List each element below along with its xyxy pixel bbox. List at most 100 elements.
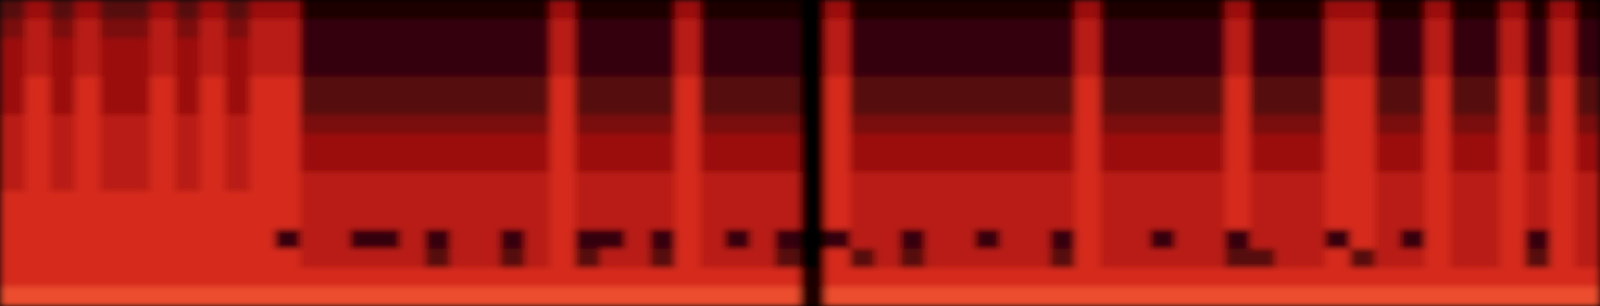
cell [1450, 57, 1476, 77]
cell [299, 95, 326, 115]
cell [200, 248, 226, 269]
cell [1300, 95, 1326, 115]
cell [424, 210, 450, 230]
cell [1549, 57, 1575, 77]
cell [200, 191, 226, 211]
cell [650, 0, 676, 20]
cell [700, 210, 726, 230]
cell [550, 191, 576, 211]
cell [1000, 57, 1026, 77]
cell [550, 133, 576, 154]
cell [175, 191, 201, 211]
cell [949, 248, 976, 269]
cell [724, 267, 750, 288]
cell [850, 19, 876, 39]
cell [1099, 38, 1126, 58]
cell [1549, 286, 1575, 306]
cell [1175, 114, 1201, 135]
cell [249, 191, 275, 211]
cell [1125, 210, 1151, 230]
cell [1399, 172, 1425, 192]
cell [1150, 248, 1176, 269]
cell [225, 210, 251, 230]
cell [924, 133, 950, 154]
cell [550, 153, 576, 173]
cell [0, 95, 26, 115]
cell [325, 57, 351, 77]
cell [800, 191, 826, 211]
cell [650, 172, 676, 192]
cell [550, 172, 576, 192]
cell [1424, 267, 1451, 288]
cell [75, 38, 101, 58]
cell [225, 248, 251, 269]
cell [299, 267, 326, 288]
cell [1500, 0, 1526, 20]
cell [899, 172, 925, 192]
cell [525, 0, 551, 20]
cell [1475, 76, 1501, 96]
cell [25, 114, 51, 135]
cell [1200, 248, 1226, 269]
cell [850, 229, 876, 250]
cell [574, 210, 600, 230]
cell [1500, 114, 1526, 135]
cell [1150, 38, 1176, 58]
cell [624, 38, 651, 58]
cell [1374, 95, 1400, 115]
cell [1350, 248, 1376, 269]
cell [0, 267, 26, 288]
cell [400, 248, 426, 269]
cell [1025, 95, 1051, 115]
cell [75, 191, 101, 211]
cell [1025, 114, 1051, 135]
cell [1224, 248, 1250, 269]
cell [949, 133, 976, 154]
cell [724, 286, 750, 306]
cell [1549, 267, 1575, 288]
cell [0, 57, 26, 77]
cell [1500, 191, 1526, 211]
cell [724, 133, 750, 154]
cell [1399, 286, 1425, 306]
cell [149, 286, 176, 306]
cell [1074, 0, 1100, 20]
cell [525, 95, 551, 115]
cell [724, 229, 750, 250]
cell [1274, 286, 1301, 306]
cell [724, 95, 750, 115]
cell [1325, 172, 1351, 192]
cell [149, 210, 176, 230]
cell [1249, 172, 1275, 192]
cell [1000, 114, 1026, 135]
cell [924, 95, 950, 115]
cell [975, 153, 1001, 173]
cell [1049, 0, 1075, 20]
cell [875, 19, 901, 39]
cell [274, 248, 300, 269]
cell [749, 210, 775, 230]
cell [624, 95, 651, 115]
cell [400, 19, 426, 39]
cell [0, 0, 26, 20]
cell [1000, 172, 1026, 192]
cell [424, 191, 450, 211]
cell [1150, 229, 1176, 250]
cell [1500, 57, 1526, 77]
cell [1300, 172, 1326, 192]
cell [800, 0, 826, 20]
cell [1374, 114, 1400, 135]
cell [1274, 57, 1301, 77]
cell [274, 19, 300, 39]
cell [1200, 95, 1226, 115]
cell [299, 19, 326, 39]
cell [1074, 286, 1100, 306]
cell [200, 38, 226, 58]
cell [124, 229, 150, 250]
cell [774, 19, 800, 39]
cell [1300, 191, 1326, 211]
cell [500, 229, 526, 250]
cell [675, 191, 701, 211]
cell [574, 76, 600, 96]
cell [624, 19, 651, 39]
